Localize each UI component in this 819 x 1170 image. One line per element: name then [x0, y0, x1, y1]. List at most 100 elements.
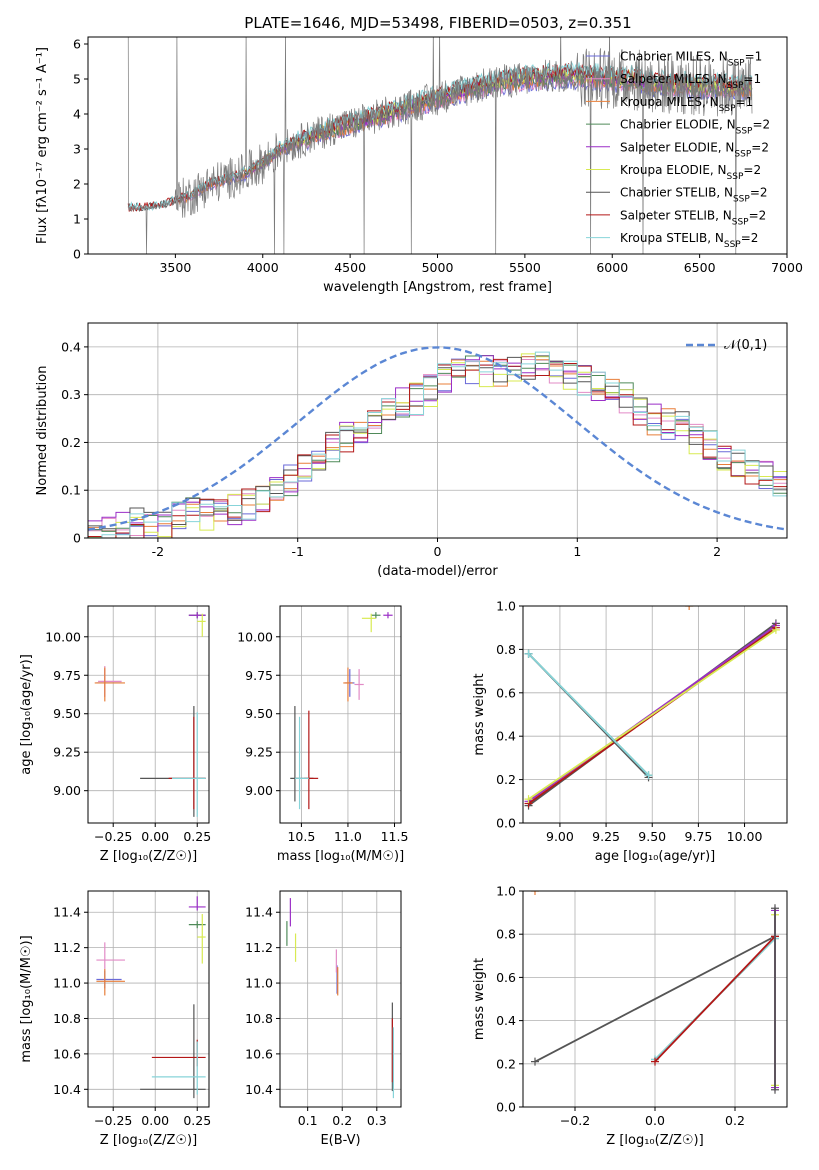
y-tick-label: 0 — [73, 247, 81, 262]
x-axis-label: Z [log₁₀(Z/Z☉)] — [100, 1133, 197, 1148]
figure-title: PLATE=1646, MJD=53498, FIBERID=0503, z=0… — [244, 14, 631, 32]
x-tick-label: 0 — [434, 544, 442, 559]
y-tick-label: 1.0 — [496, 599, 516, 614]
x-tick-label: 1 — [573, 544, 581, 559]
y-tick-label: 10.00 — [45, 629, 81, 644]
y-tick-label: 11.4 — [53, 905, 81, 920]
weight-marker — [531, 891, 539, 895]
x-tick-label: −0.2 — [560, 1113, 590, 1128]
x-tick-label: 6500 — [684, 260, 716, 275]
y-tick-label: 0.2 — [496, 772, 516, 787]
legend-label: 𝒩(0,1) — [724, 338, 767, 353]
weight-marker — [524, 649, 533, 658]
y-tick-label: 1 — [73, 212, 81, 227]
errorbars — [286, 898, 394, 1099]
weight-marker — [531, 1057, 539, 1066]
y-tick-label: 0.4 — [496, 729, 516, 744]
spectrum-plot: 3500 4000 4500 5000 5500 6000 6500 7000 0 1 2 3 4 5 6 w… — [35, 36, 803, 295]
x-tick-label: 3500 — [159, 260, 191, 275]
residuals-plot: -2 -1 0 1 2 0 0.1 0.2 0.3 0.4 (data-model)/error No… — [35, 322, 788, 579]
x-tick-label: 7000 — [771, 260, 803, 275]
y-tick-label: 0.3 — [61, 387, 81, 402]
x-tick-label: 5000 — [422, 260, 454, 275]
legend-label: Salpeter STELIB, NSSP=2 — [620, 208, 766, 227]
x-tick-label: 9.50 — [638, 829, 666, 844]
weight-line — [654, 935, 776, 1063]
x-tick-label: 0.0 — [645, 1113, 665, 1128]
spectrum-lines — [127, 37, 753, 254]
legend-label: Chabrier MILES, NSSP=1 — [620, 50, 762, 69]
legend-label: Kroupa STELIB, NSSP=2 — [620, 231, 758, 250]
x-tick-label: 9.75 — [684, 829, 712, 844]
normal-curve — [88, 346, 787, 531]
axes-frame — [87, 605, 210, 824]
x-axis-label: mass [log₁₀(M/M☉)] — [277, 849, 404, 864]
errorbars — [290, 612, 393, 810]
x-tick-label: 0.2 — [332, 1113, 352, 1128]
histogram-step — [88, 351, 787, 538]
x-tick-label: -1 — [291, 544, 303, 559]
y-tick-label: 10.4 — [245, 1082, 273, 1097]
x-tick-label: 0.25 — [183, 1113, 211, 1128]
y-tick-label: 9.25 — [245, 745, 273, 760]
y-tick-label: 0.6 — [496, 970, 516, 985]
axes-frame — [279, 890, 402, 1108]
y-tick-label: 10.6 — [53, 1046, 81, 1061]
axes-frame — [522, 605, 788, 824]
observed-spectrum — [127, 37, 753, 254]
y-tick-label: 2 — [73, 177, 81, 192]
y-tick-label: 9.75 — [53, 668, 81, 683]
histograms — [88, 346, 787, 538]
x-axis-label: E(B-V) — [320, 1133, 360, 1148]
mass-vs-Z-plot: −0.25 0.00 0.25 10.4 10.6 10.8 11.0 11.2 11.4 Z [… — [19, 890, 211, 1148]
weight-lines — [524, 606, 780, 810]
y-tick-label: 0.0 — [496, 1100, 516, 1115]
y-tick-label: 0.8 — [496, 642, 516, 657]
mass-vs-EBV-plot: 0.1 0.2 0.3 10.4 10.6 10.8 11.0 11.2 11.4 E(B-V) — [245, 890, 402, 1148]
x-tick-label: 0.3 — [367, 1113, 387, 1128]
y-tick-label: 0.2 — [496, 1056, 516, 1071]
y-tick-label: 9.00 — [245, 783, 273, 798]
legend-label: Chabrier STELIB, NSSP=2 — [620, 186, 768, 205]
y-tick-label: 10.4 — [53, 1082, 81, 1097]
age-vs-Z-plot: −0.25 0.00 0.25 9.00 9.25 9.50 9.75 10.00 Z [log… — [19, 605, 211, 864]
subplots: 3500 4000 4500 5000 5500 6000 6500 7000 0 1 2 3 4 5 6 w… — [19, 36, 803, 1148]
weight-marker — [644, 771, 653, 780]
y-tick-label: 5 — [73, 72, 81, 87]
weight-lines — [531, 891, 779, 1094]
legend-label: Kroupa ELODIE, NSSP=2 — [620, 163, 761, 182]
y-tick-label: 3 — [73, 142, 81, 157]
y-tick-label: 6 — [73, 37, 81, 52]
y-tick-label: 0.8 — [496, 927, 516, 942]
y-tick-label: 0 — [73, 531, 81, 546]
x-tick-label: 9.00 — [546, 829, 574, 844]
legend-label: Salpeter ELODIE, NSSP=2 — [620, 140, 769, 159]
y-tick-label: 11.2 — [53, 940, 81, 955]
x-tick-label: 5500 — [509, 260, 541, 275]
weight-marker — [524, 795, 533, 804]
weight-marker — [771, 625, 780, 634]
weight-marker — [685, 606, 694, 610]
y-tick-label: 10.6 — [245, 1046, 273, 1061]
weight-line — [527, 653, 650, 776]
y-tick-label: 0.6 — [496, 685, 516, 700]
y-axis-label: Normed distribution — [35, 366, 50, 496]
weight-vs-Z-plot: −0.2 0.0 0.2 0.0 0.2 0.4 0.6 0.8 1.0 Z [log₁₀(Z/Z… — [472, 884, 788, 1148]
x-tick-label: 0.25 — [183, 829, 211, 844]
x-tick-label: 0.00 — [141, 1113, 169, 1128]
y-tick-label: 1.0 — [496, 884, 516, 899]
x-axis-label: (data-model)/error — [377, 564, 498, 579]
y-tick-label: 0.2 — [61, 435, 81, 450]
weight-marker — [771, 1085, 779, 1094]
x-tick-label: 11.0 — [334, 829, 362, 844]
x-tick-label: 2 — [713, 544, 721, 559]
axes-frame — [87, 890, 210, 1108]
x-tick-label: 10.5 — [287, 829, 315, 844]
x-axis-label: wavelength [Angstrom, rest frame] — [323, 280, 552, 295]
errorbars — [94, 612, 206, 817]
weight-line — [534, 935, 776, 1063]
y-tick-label: 0.4 — [61, 339, 81, 354]
y-tick-label: 4 — [73, 107, 81, 122]
x-tick-label: 4500 — [334, 260, 366, 275]
